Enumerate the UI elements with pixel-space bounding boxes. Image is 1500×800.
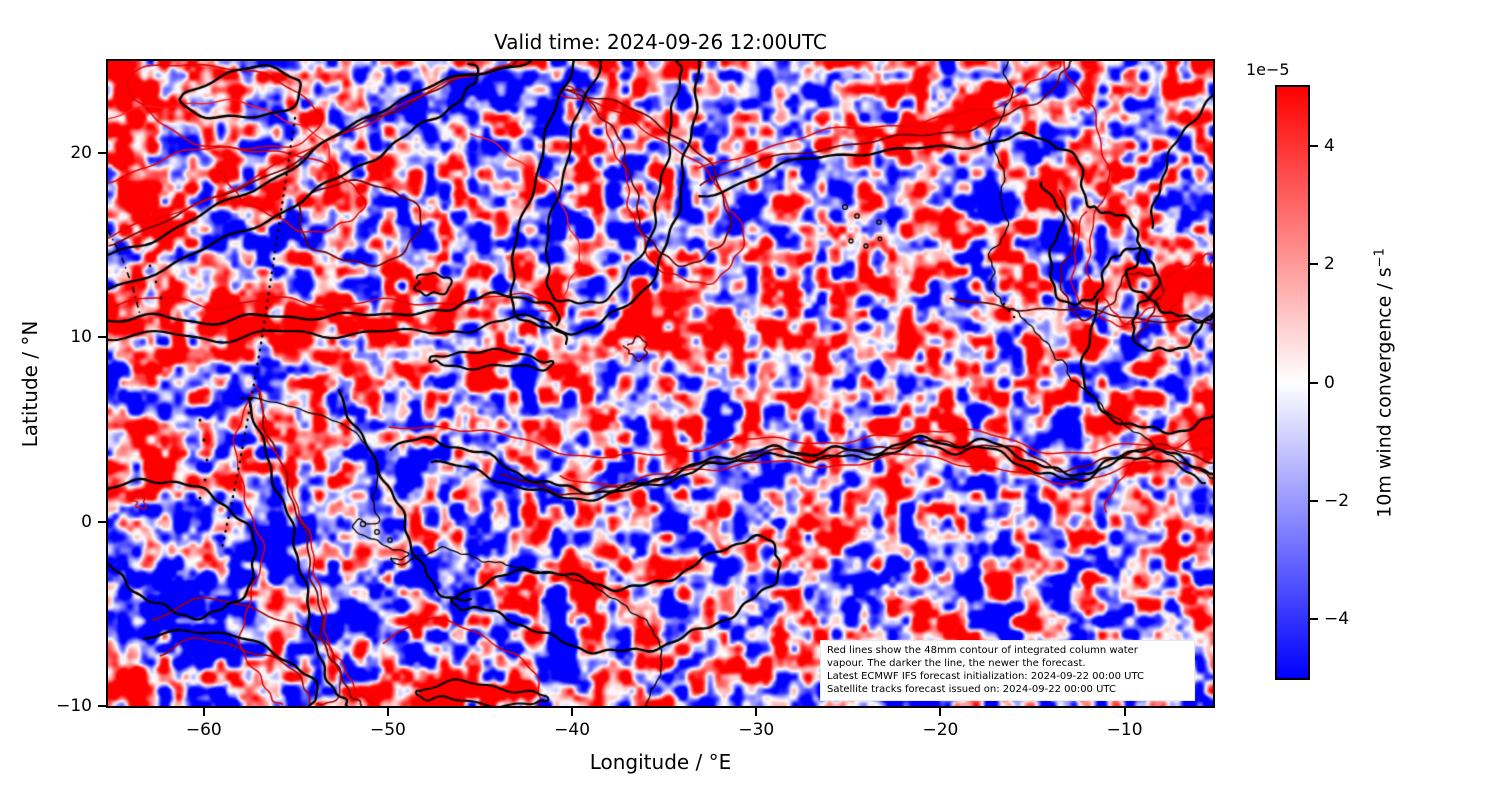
y-tick-mark	[98, 336, 106, 339]
x-tick-mark	[202, 708, 205, 716]
y-tick-mark	[98, 152, 106, 155]
x-tick-label: −30	[738, 720, 775, 740]
x-tick-label: −10	[1106, 720, 1143, 740]
colorbar-tick-label: 4	[1324, 136, 1335, 157]
x-tick-mark	[939, 708, 942, 716]
colorbar-tick-label: 2	[1324, 254, 1335, 275]
colorbar-label: 10m wind convergence / s−1	[1372, 248, 1395, 518]
annotation-line: Satellite tracks forecast issued on: 202…	[827, 684, 1116, 695]
colorbar-offset-label: 1e−5	[1246, 60, 1290, 79]
y-tick-mark	[98, 705, 106, 707]
x-tick-mark	[386, 708, 389, 716]
colorbar-tick-mark	[1310, 381, 1318, 384]
y-tick-label: 10	[70, 327, 92, 348]
plot-border	[106, 59, 1215, 708]
page-title: Valid time: 2024-09-26 12:00UTC	[494, 30, 827, 54]
x-tick-mark	[1123, 708, 1126, 716]
x-tick-label: −60	[185, 720, 222, 740]
annotation-line: vapour. The darker the line, the newer t…	[827, 658, 1086, 669]
colorbar-tick-mark	[1310, 617, 1318, 620]
y-tick-label: 0	[81, 511, 92, 532]
colorbar-tick-mark	[1310, 499, 1318, 502]
colorbar-tick-mark	[1310, 263, 1318, 266]
x-tick-mark	[571, 708, 574, 716]
annotation-line: Red lines show the 48mm contour of integ…	[827, 645, 1138, 656]
x-tick-label: −40	[554, 720, 591, 740]
x-tick-mark	[755, 708, 758, 716]
y-tick-mark	[98, 520, 106, 523]
colorbar-tick-label: −4	[1324, 608, 1350, 629]
x-tick-label: −50	[369, 720, 406, 740]
colorbar-label-text: 10m wind convergence / s	[1373, 266, 1396, 518]
y-tick-label: 20	[70, 143, 92, 164]
colorbar-label-exponent: −1	[1372, 247, 1388, 267]
x-tick-label: −20	[922, 720, 959, 740]
annotation-box: Red lines show the 48mm contour of integ…	[820, 640, 1195, 701]
y-axis-label: Latitude / °N	[18, 320, 42, 447]
colorbar-tick-label: −2	[1324, 490, 1350, 511]
colorbar-tick-mark	[1310, 145, 1318, 148]
y-tick-label: −10	[56, 696, 92, 716]
annotation-line: Latest ECMWF IFS forecast initialization…	[827, 671, 1144, 682]
x-axis-label: Longitude / °E	[589, 750, 732, 774]
map-canvas	[108, 61, 1213, 706]
colorbar-tick-label: 0	[1324, 372, 1335, 393]
colorbar	[1275, 85, 1310, 680]
